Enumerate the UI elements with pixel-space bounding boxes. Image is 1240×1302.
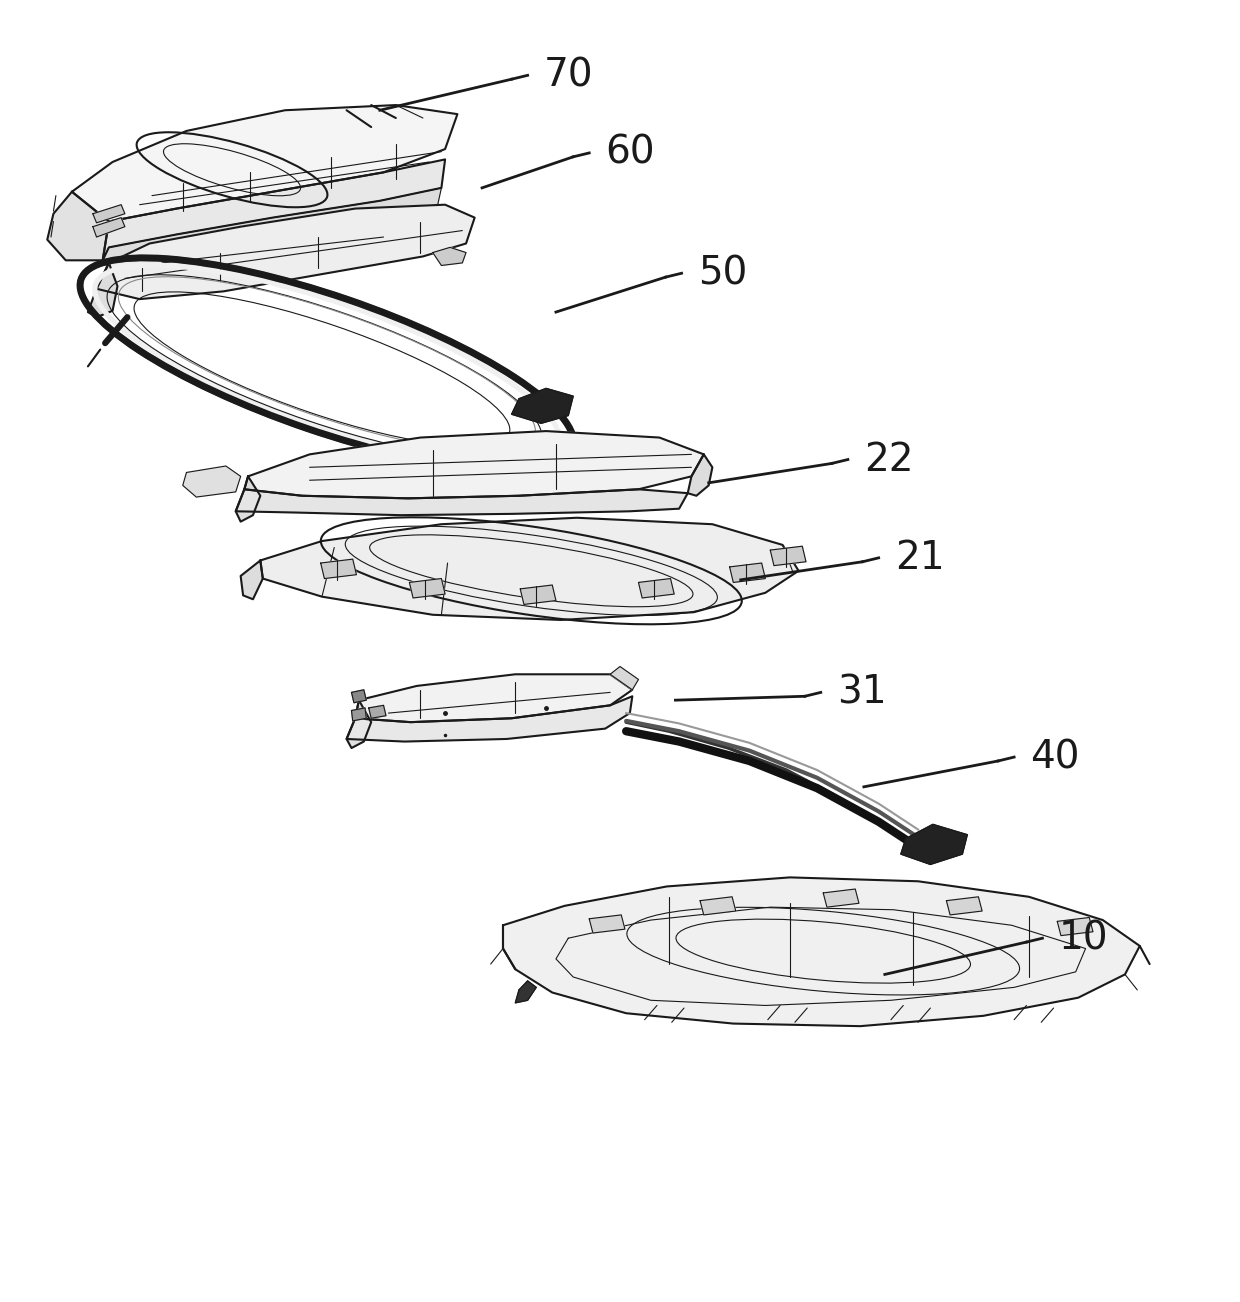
Polygon shape: [97, 204, 475, 299]
Polygon shape: [236, 477, 260, 522]
Text: 21: 21: [895, 539, 945, 577]
Polygon shape: [503, 878, 1140, 1026]
Polygon shape: [351, 690, 366, 703]
Polygon shape: [688, 454, 712, 496]
Polygon shape: [521, 585, 556, 604]
Polygon shape: [770, 547, 806, 565]
Text: 40: 40: [1030, 738, 1080, 776]
Polygon shape: [409, 578, 445, 598]
Polygon shape: [244, 431, 704, 499]
Polygon shape: [701, 897, 735, 915]
Text: 60: 60: [605, 134, 655, 172]
Text: 10: 10: [1059, 919, 1109, 957]
Polygon shape: [321, 559, 356, 578]
Polygon shape: [433, 247, 466, 266]
Polygon shape: [260, 518, 799, 620]
Text: 31: 31: [837, 673, 887, 711]
Text: 70: 70: [543, 56, 593, 94]
Polygon shape: [823, 889, 859, 907]
Polygon shape: [512, 388, 573, 423]
Polygon shape: [72, 105, 458, 221]
Polygon shape: [93, 217, 125, 237]
Polygon shape: [93, 204, 125, 223]
Polygon shape: [346, 700, 371, 749]
Polygon shape: [103, 159, 445, 260]
Polygon shape: [241, 560, 263, 599]
Polygon shape: [729, 562, 765, 582]
Polygon shape: [610, 667, 639, 690]
Polygon shape: [516, 980, 536, 1003]
Polygon shape: [236, 490, 688, 516]
Polygon shape: [103, 187, 441, 266]
Text: 22: 22: [864, 440, 914, 479]
Polygon shape: [1058, 918, 1092, 936]
Polygon shape: [182, 466, 241, 497]
Polygon shape: [346, 697, 632, 742]
Polygon shape: [88, 263, 118, 318]
Polygon shape: [355, 674, 632, 723]
Polygon shape: [47, 191, 109, 260]
Polygon shape: [639, 578, 675, 598]
Text: 50: 50: [698, 254, 746, 292]
Polygon shape: [900, 824, 967, 865]
Polygon shape: [589, 915, 625, 934]
Polygon shape: [368, 706, 386, 719]
Polygon shape: [351, 708, 366, 721]
Polygon shape: [946, 897, 982, 915]
